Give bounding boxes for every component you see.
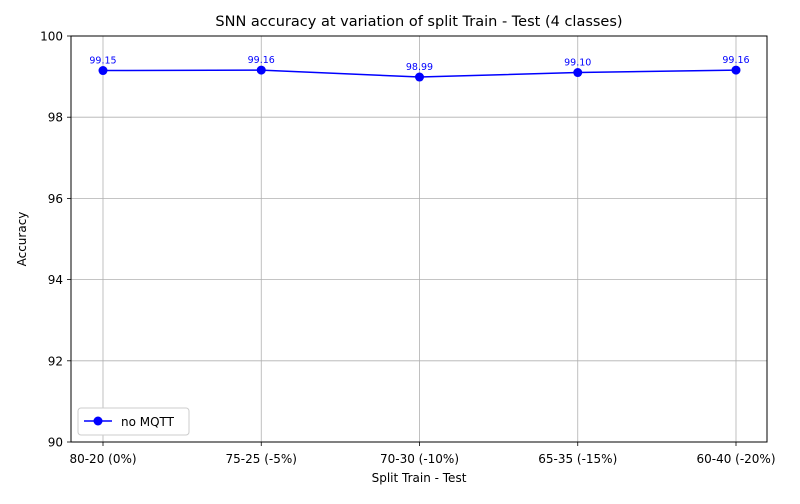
x-tick-label: 60-40 (-20%) [696,452,775,466]
x-axis-ticks: 80-20 (0%) 75-25 (-5%) 70-30 (-10%) 65-35 (… [69,442,776,466]
data-point [731,65,741,75]
series-layer: 99.15 99.16 98.99 99.10 99.16 [89,55,750,82]
x-tick-label: 75-25 (-5%) [226,452,297,466]
data-label: 99.16 [722,55,749,66]
data-label: 98.99 [406,62,433,73]
legend: no MQTT [77,407,190,436]
y-tick-label: 100 [40,30,63,44]
y-axis-label: Accuracy [15,212,29,267]
y-tick-label: 98 [48,111,63,125]
data-label: 99.16 [248,55,275,66]
legend-label: no MQTT [121,415,175,429]
x-tick-label: 80-20 (0%) [69,452,136,466]
data-point [415,72,424,82]
y-axis-ticks: 90 92 94 96 98 100 [40,30,71,450]
plot-frame [70,35,768,443]
y-tick-label: 94 [48,273,63,287]
x-tick-label: 65-35 (-15%) [538,452,617,466]
chart-title: SNN accuracy at variation of split Train… [215,14,622,30]
y-tick-label: 92 [48,354,63,368]
grid-lines [71,35,767,443]
y-tick-label: 90 [48,436,63,450]
data-point [98,66,108,76]
data-label: 99.15 [89,56,116,67]
y-tick-label: 96 [48,192,63,206]
data-point [256,65,266,75]
x-axis-label: Split Train - Test [372,471,467,485]
data-label: 99.10 [564,58,591,69]
data-point [573,68,583,78]
legend-box [77,407,190,436]
x-tick-label: 70-30 (-10%) [380,452,459,466]
legend-marker [93,416,103,426]
